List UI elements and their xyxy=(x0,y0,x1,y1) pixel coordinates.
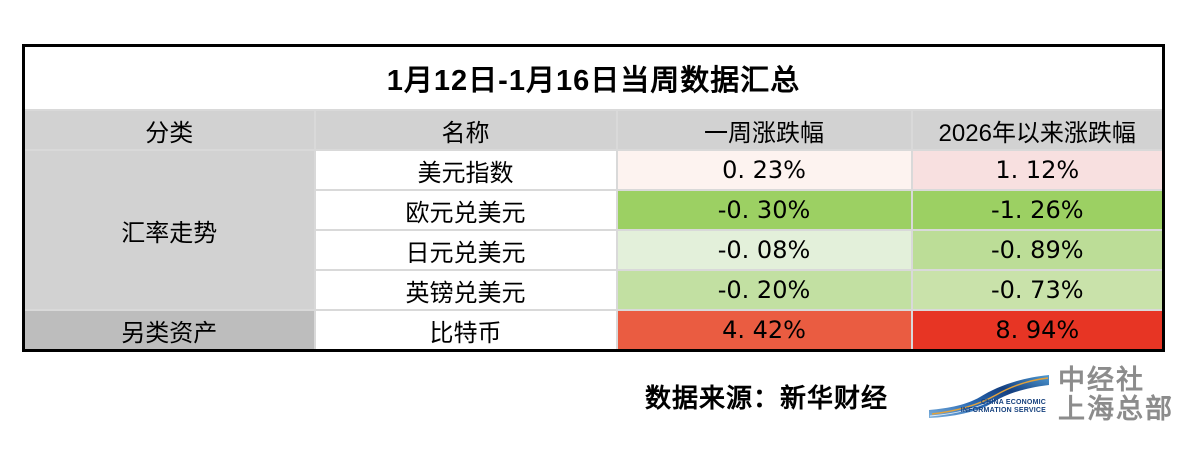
weekly-summary-table: 1月12日-1月16日当周数据汇总 分类 名称 一周涨跌幅 2026年以来涨跌幅… xyxy=(22,44,1165,352)
table-row: 欧元兑美元 -0. 30% -1. 26% xyxy=(24,189,1165,231)
table-row: 另类资产 比特币 4. 42% 8. 94% xyxy=(22,309,1165,352)
ytd-change-cell: -0. 89% xyxy=(910,229,1165,271)
asset-name: 欧元兑美元 xyxy=(313,189,618,231)
ytd-change-cell: 8. 94% xyxy=(910,309,1165,352)
header-row: 分类 名称 一周涨跌幅 2026年以来涨跌幅 xyxy=(22,109,1165,151)
col-header-name: 名称 xyxy=(313,109,618,151)
asset-name: 英镑兑美元 xyxy=(313,269,618,311)
col-header-week-change: 一周涨跌幅 xyxy=(615,109,913,151)
ytd-change-cell: -1. 26% xyxy=(910,189,1165,231)
cneis-logo: CHINA ECONOMIC INFORMATION SERVICE 中经社 上… xyxy=(928,366,1172,430)
logo-org-name-cn-line2: 上海总部 xyxy=(1058,394,1174,424)
logo-org-name-en: CHINA ECONOMIC INFORMATION SERVICE xyxy=(956,399,1046,414)
logo-org-name-cn: 中经社 上海总部 xyxy=(1058,366,1174,424)
table-row: 英镑兑美元 -0. 20% -0. 73% xyxy=(24,269,1165,311)
table-row: 日元兑美元 -0. 08% -0. 89% xyxy=(24,229,1165,271)
category-cell-alt-assets: 另类资产 xyxy=(22,309,316,352)
asset-name: 日元兑美元 xyxy=(313,229,618,271)
col-header-category: 分类 xyxy=(22,109,316,151)
asset-name: 美元指数 xyxy=(313,149,618,191)
week-change-cell: -0. 20% xyxy=(615,269,913,311)
week-change-cell: -0. 30% xyxy=(615,189,913,231)
logo-swoosh-icon xyxy=(929,375,1049,418)
logo-org-name-en-line1: CHINA ECONOMIC xyxy=(980,399,1046,406)
logo-org-name-en-line2: INFORMATION SERVICE xyxy=(960,406,1046,414)
week-change-cell: 0. 23% xyxy=(615,149,913,191)
ytd-change-cell: -0. 73% xyxy=(910,269,1165,311)
title-row: 1月12日-1月16日当周数据汇总 xyxy=(22,44,1165,111)
ytd-change-cell: 1. 12% xyxy=(910,149,1165,191)
category-cell-fx: 汇率走势 xyxy=(22,149,316,311)
week-change-cell: -0. 08% xyxy=(615,229,913,271)
logo-org-name-cn-line1: 中经社 xyxy=(1058,365,1145,395)
table-title: 1月12日-1月16日当周数据汇总 xyxy=(22,44,1165,111)
week-change-cell: 4. 42% xyxy=(615,309,913,352)
data-source-label: 数据来源：新华财经 xyxy=(645,383,889,413)
asset-name: 比特币 xyxy=(313,309,618,352)
col-header-ytd-change: 2026年以来涨跌幅 xyxy=(910,109,1165,151)
table-row: 汇率走势 美元指数 0. 23% 1. 12% xyxy=(22,149,1165,311)
